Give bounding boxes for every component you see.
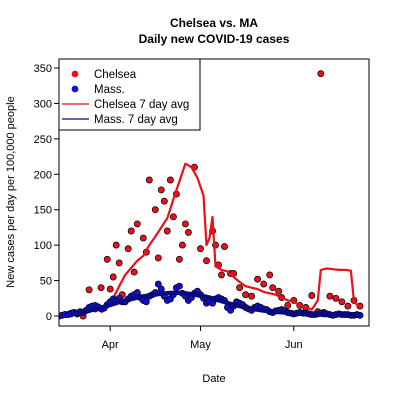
chelsea-point-62 [339,299,345,305]
chelsea-point-31 [182,221,188,227]
chelsea-point-29 [176,256,182,262]
chelsea-point-39 [218,272,224,278]
legend-label-mass-7-day-avg: Mass. 7 day avg [94,114,178,126]
chelsea-point-43 [237,285,243,291]
x-tick-label-apr: Apr [102,339,119,351]
chelsea-point-12 [116,260,122,266]
chelsea-point-48 [267,272,273,278]
chelsea-point-16 [131,269,137,275]
y-tick-label-350: 350 [34,63,52,75]
chelsea-point-20 [146,177,152,183]
y-tick-label-50: 50 [40,276,52,288]
y-tick-label-150: 150 [34,205,52,217]
chelsea-point-7 [98,285,104,291]
chelsea-point-49 [270,285,276,291]
chelsea-point-47 [261,281,267,287]
chelsea-point-35 [203,258,209,264]
chelsea-point-27 [170,214,176,220]
chelsea-point-4 [86,287,92,293]
chelsea-point-23 [158,187,164,193]
y-tick-label-100: 100 [34,240,52,252]
chelsea-point-34 [197,246,203,252]
y-tick-label-300: 300 [34,98,52,110]
x-tick-label-jun: Jun [285,339,303,351]
chelsea-point-26 [167,177,173,183]
legend-label-chelsea: Chelsea [94,69,137,81]
chelsea-point-52 [285,302,291,308]
y-tick-label-200: 200 [34,169,52,181]
chelsea-point-56 [309,292,315,298]
mass-point-40 [176,283,182,289]
x-tick-label-may: May [190,339,211,351]
chelsea-point-61 [333,295,339,301]
chelsea-point-63 [345,303,351,309]
y-axis: 0 50 100 150 200 250 300 350 [34,63,59,323]
legend: Chelsea Mass. Chelsea 7 day avg Mass. 7 day… [59,59,200,130]
chelsea-point-58 [318,71,324,77]
y-tick-label-250: 250 [34,134,52,146]
chelsea-point-22 [155,255,161,261]
chart-subtitle: Daily new COVID-19 cases [139,32,290,46]
chelsea-point-21 [152,207,158,213]
legend-marker-chelsea [72,71,79,78]
chart-title: Chelsea vs. MA [170,16,258,30]
chelsea-point-15 [128,228,134,234]
chelsea-point-11 [113,242,119,248]
chelsea-point-9 [107,286,113,292]
chelsea-point-45 [249,293,255,299]
chelsea-point-8 [104,256,110,262]
chelsea-point-46 [255,276,261,282]
mass-point-34 [158,286,164,292]
mass-point-29 [143,299,149,305]
chelsea-point-18 [140,235,146,241]
legend-marker-mass [72,86,79,93]
chelsea-point-14 [125,246,131,252]
chelsea-point-30 [179,242,185,248]
y-tick-label-0: 0 [46,311,52,323]
chelsea-point-60 [327,293,333,299]
chelsea-point-25 [164,228,170,234]
chelsea-point-24 [161,198,167,204]
x-axis-label: Date [202,373,225,385]
legend-label-mass: Mass. [94,84,125,96]
chelsea-point-50 [276,288,282,294]
x-axis: Apr May Jun [102,326,303,351]
y-axis-label: New cases per day per 100,000 people [5,96,17,287]
chelsea-point-17 [134,221,140,227]
chelsea-point-32 [185,229,191,235]
legend-label-chelsea-7-day-avg: Chelsea 7 day avg [94,99,189,111]
chelsea-point-10 [110,274,116,280]
chelsea-point-44 [243,292,249,298]
chelsea-point-40 [221,244,227,250]
